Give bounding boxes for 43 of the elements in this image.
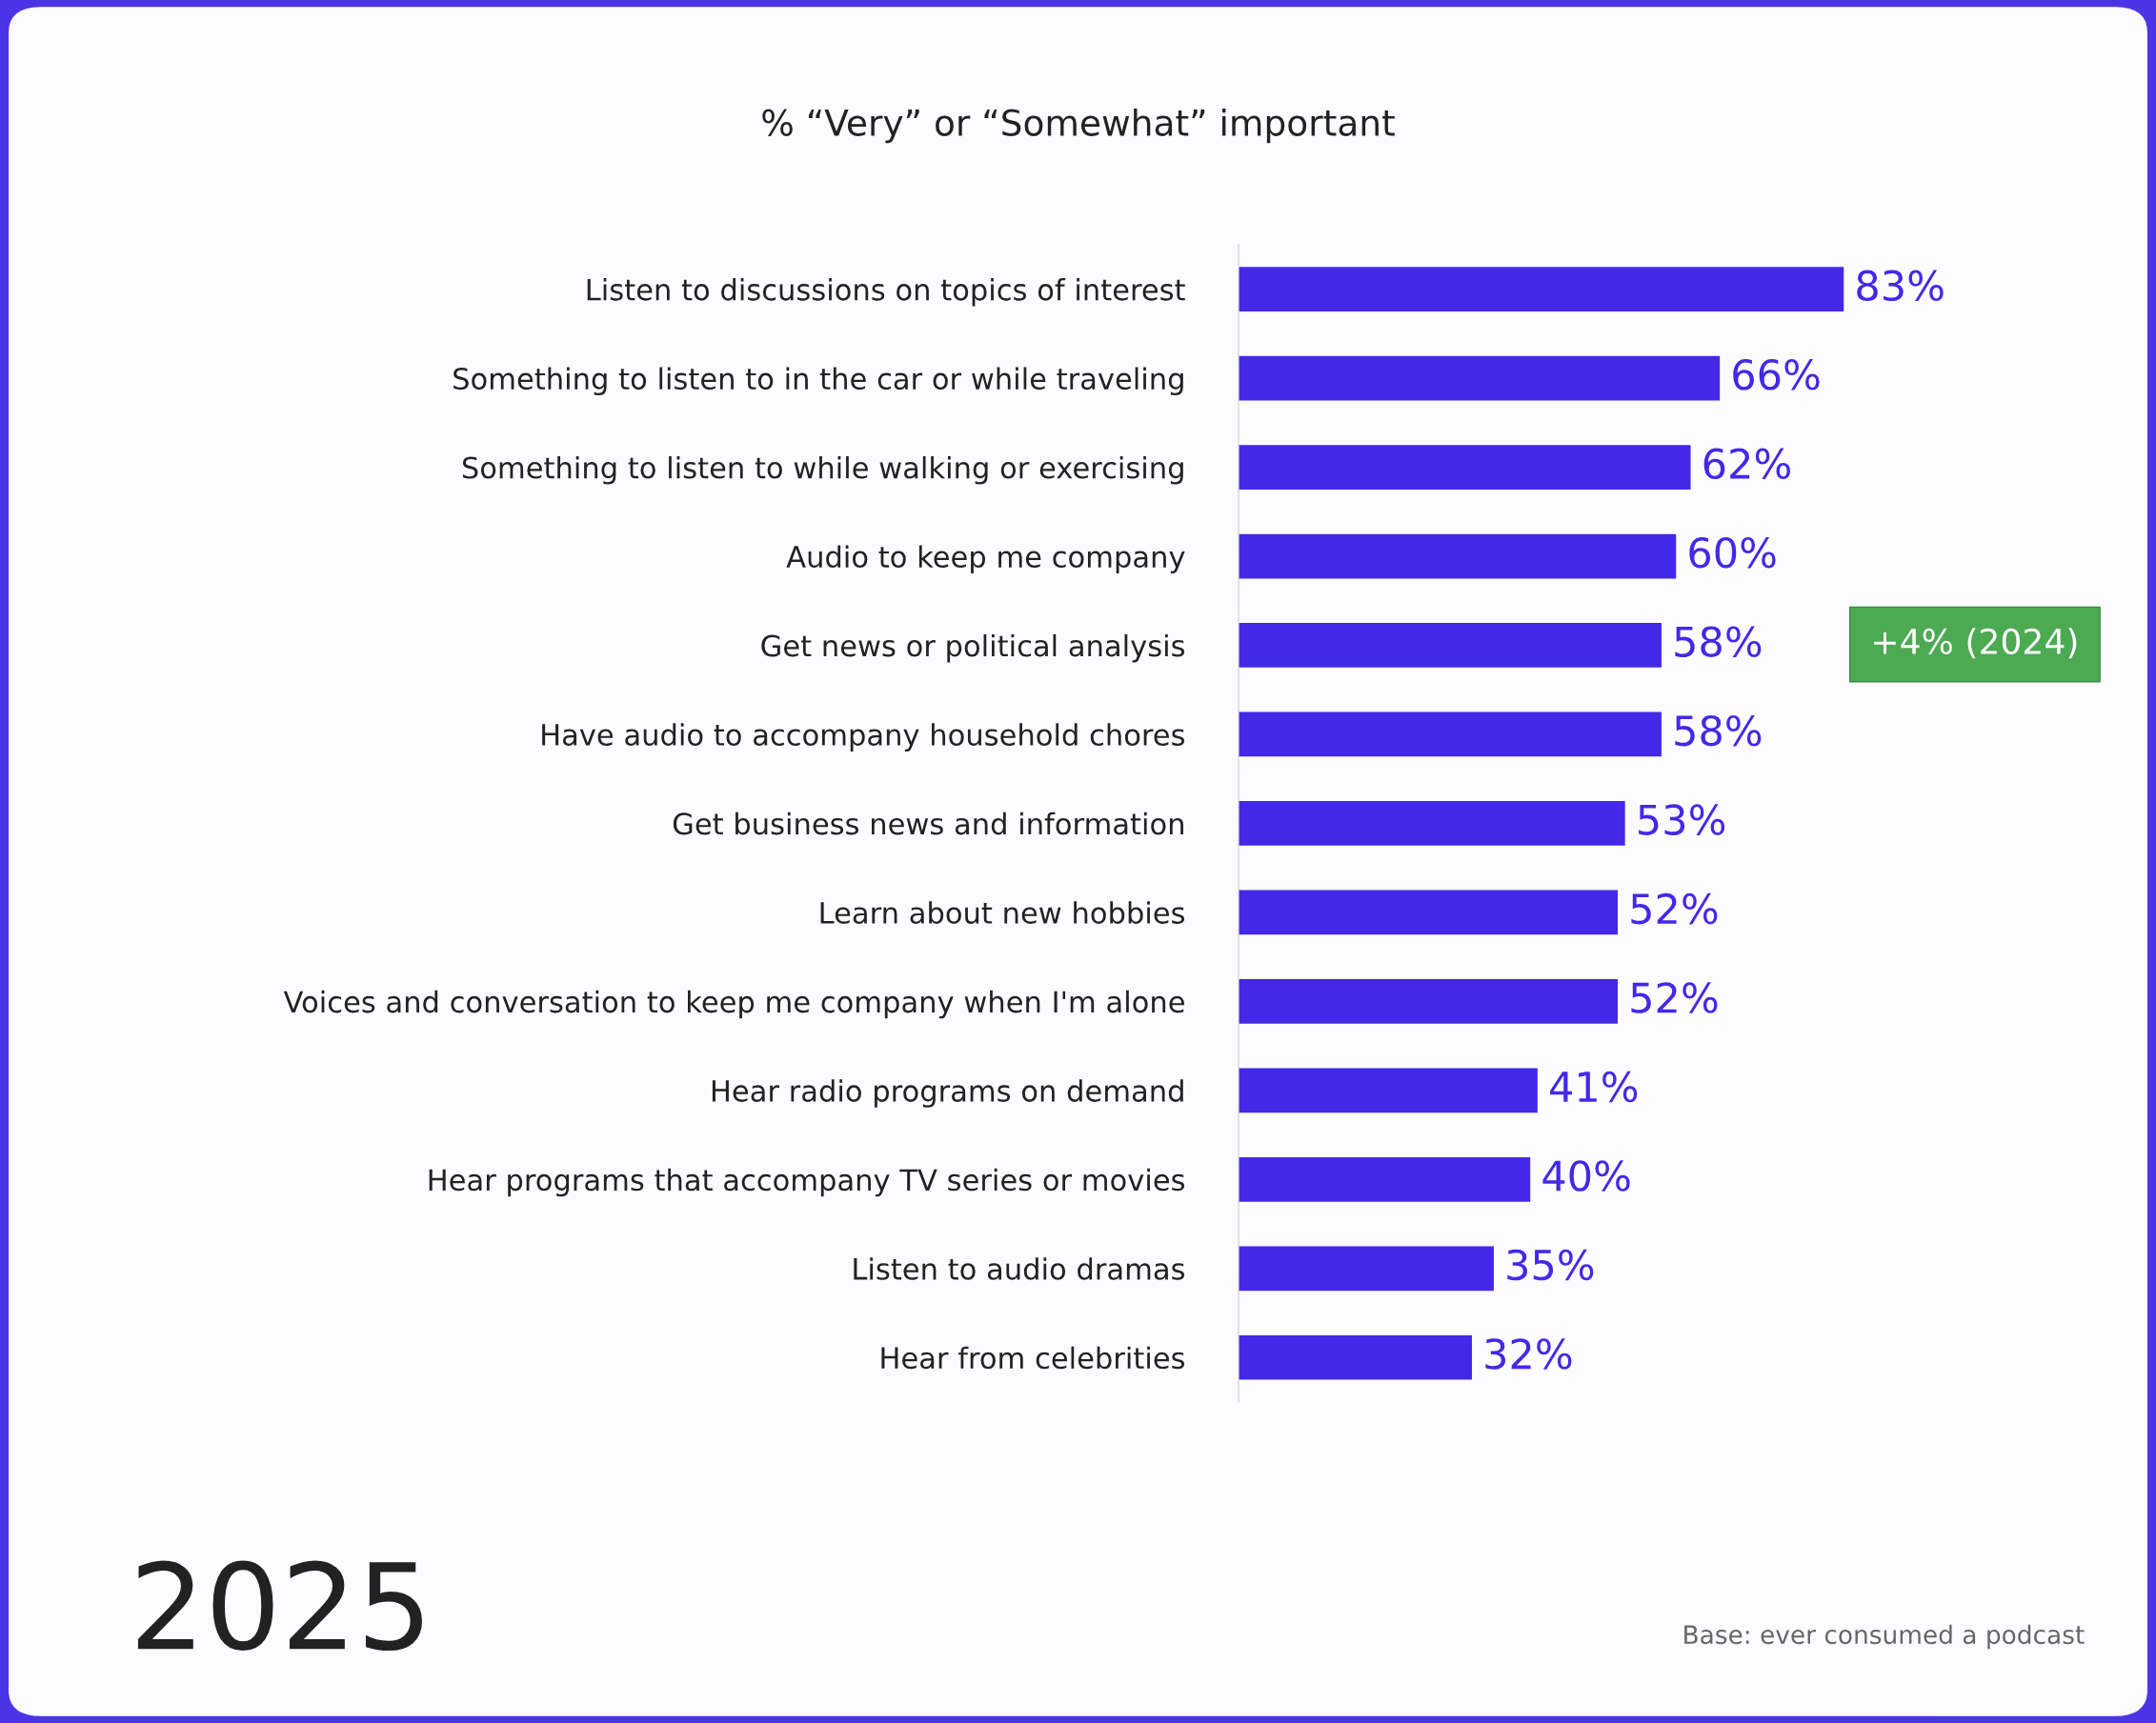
bar xyxy=(1239,355,1721,401)
y-tick-label: Have audio to accompany household chores xyxy=(542,723,1185,751)
bar xyxy=(1239,1156,1531,1202)
text: +4% (2024) xyxy=(1874,628,2077,659)
y-tick-label: Hear radio programs on demand xyxy=(712,1079,1183,1108)
data-label: 58% xyxy=(1675,626,1762,657)
y-tick-label: Something to listen to while walking or exercising xyxy=(462,455,1183,485)
y-tick-label: Hear programs that accompany TV series or movies xyxy=(429,1168,1185,1197)
data-label: 83% xyxy=(1857,270,1944,302)
bar xyxy=(1239,890,1619,935)
y-tick-label: Something to listen to in the car or while traveling xyxy=(453,367,1183,396)
data-label: 32% xyxy=(1485,1338,1572,1370)
data-label: 60% xyxy=(1689,536,1776,569)
data-label: 53% xyxy=(1639,804,1725,835)
bar xyxy=(1239,533,1677,579)
data-label: 40% xyxy=(1542,1160,1630,1192)
y-tick-label: Get business news and information xyxy=(673,811,1183,835)
bar xyxy=(1239,979,1619,1024)
data-label: 52% xyxy=(1631,982,1718,1013)
bar xyxy=(1239,711,1662,757)
y-tick-label: Learn about new hobbies xyxy=(820,901,1185,924)
data-label: 41% xyxy=(1550,1071,1638,1103)
bar xyxy=(1239,1334,1472,1380)
bar xyxy=(1239,445,1691,490)
y-tick-label: Listen to discussions on topics of interest xyxy=(587,278,1185,307)
y-tick-label: Hear from celebrities xyxy=(881,1346,1185,1370)
bar xyxy=(1239,801,1625,846)
bar xyxy=(1239,1068,1538,1113)
data-label: 62% xyxy=(1703,448,1790,480)
chart-title: % “Very” or “Somewhat” important xyxy=(762,108,1395,144)
bar xyxy=(1239,1246,1494,1292)
bar xyxy=(1239,267,1844,311)
text: Base: ever consumed a podcast xyxy=(1684,1624,2085,1650)
bar xyxy=(1239,623,1662,668)
data-label: 52% xyxy=(1631,892,1718,925)
data-label: 35% xyxy=(1507,1249,1594,1281)
data-label: 66% xyxy=(1733,359,1820,391)
y-tick-label: Audio to keep me company xyxy=(786,545,1185,573)
text: 2025 xyxy=(137,1560,422,1652)
y-tick-label: Get news or political analysis xyxy=(761,633,1185,663)
y-tick-label: Listen to audio dramas xyxy=(854,1257,1185,1280)
y-tick-label: Voices and conversation to keep me company when I'm alone xyxy=(283,990,1184,1019)
data-label: 58% xyxy=(1675,714,1762,747)
